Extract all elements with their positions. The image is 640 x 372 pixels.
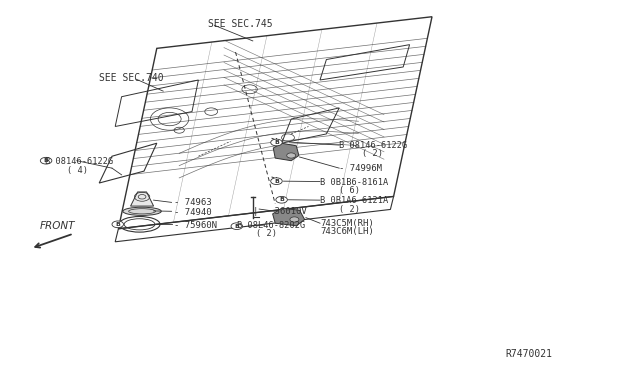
Circle shape — [112, 221, 124, 228]
Text: ( 6): ( 6) — [339, 186, 360, 195]
Polygon shape — [131, 192, 154, 206]
Text: ( 2): ( 2) — [339, 205, 360, 214]
Text: 743C6M(LH): 743C6M(LH) — [320, 227, 374, 236]
Text: | - 36010V: | - 36010V — [253, 207, 307, 216]
Text: B: B — [274, 179, 279, 184]
Text: B 08L46-8202G: B 08L46-8202G — [237, 221, 305, 230]
Circle shape — [271, 139, 282, 146]
Text: ( 2): ( 2) — [362, 149, 383, 158]
Text: - 74996M: - 74996M — [339, 164, 382, 173]
Text: B 08146-6122G: B 08146-6122G — [45, 157, 113, 166]
Text: - 75960N: - 75960N — [174, 221, 217, 230]
Text: - 74940: - 74940 — [174, 208, 212, 217]
Text: B 0B1B6-8161A: B 0B1B6-8161A — [320, 178, 388, 187]
Text: B 08146-6122G: B 08146-6122G — [339, 141, 408, 150]
Text: ( 4): ( 4) — [67, 166, 88, 175]
Text: SEE SEC.745: SEE SEC.745 — [208, 19, 273, 29]
Polygon shape — [273, 143, 299, 161]
Circle shape — [287, 153, 296, 158]
Circle shape — [271, 178, 282, 185]
Ellipse shape — [123, 207, 161, 215]
Text: R7470021: R7470021 — [506, 349, 552, 359]
Text: B 0B1A6-6121A: B 0B1A6-6121A — [320, 196, 388, 205]
Circle shape — [40, 157, 52, 164]
Text: B: B — [234, 224, 239, 229]
Circle shape — [290, 217, 299, 222]
Text: B: B — [279, 197, 284, 202]
Circle shape — [276, 196, 287, 203]
Polygon shape — [273, 208, 305, 226]
Text: B: B — [115, 222, 120, 227]
Text: SEE SEC.740: SEE SEC.740 — [99, 73, 164, 83]
Circle shape — [231, 223, 243, 230]
Text: - 74963: - 74963 — [174, 198, 212, 207]
Text: FRONT: FRONT — [40, 221, 76, 231]
Text: ( 2): ( 2) — [256, 229, 277, 238]
Text: B: B — [274, 140, 279, 145]
Text: B: B — [44, 158, 49, 163]
Text: 743C5M(RH): 743C5M(RH) — [320, 219, 374, 228]
